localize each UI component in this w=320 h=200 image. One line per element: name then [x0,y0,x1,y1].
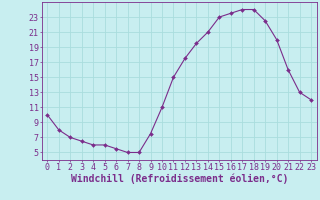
X-axis label: Windchill (Refroidissement éolien,°C): Windchill (Refroidissement éolien,°C) [70,173,288,184]
